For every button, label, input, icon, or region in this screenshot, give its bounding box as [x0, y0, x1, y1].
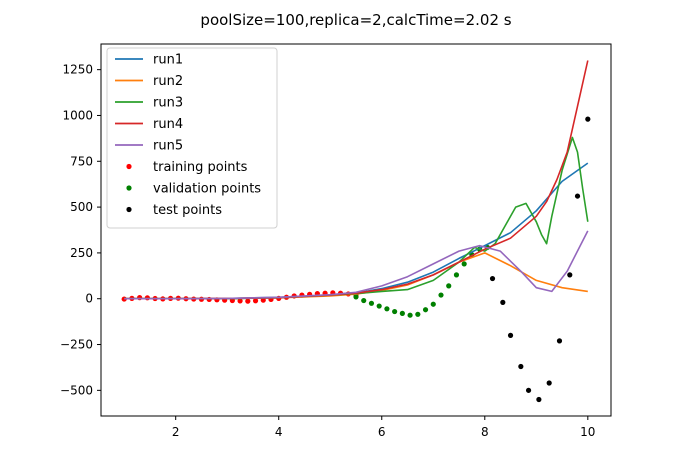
data-point — [446, 283, 452, 289]
legend-entry: run2 — [115, 74, 183, 89]
data-point — [392, 308, 398, 315]
data-point — [361, 297, 367, 304]
axes-frame — [100, 43, 612, 417]
data-point — [407, 312, 413, 318]
data-point — [252, 298, 259, 304]
y-tick-label: −250 — [60, 338, 93, 352]
legend-label: run3 — [153, 96, 183, 111]
legend-box — [106, 47, 278, 229]
axes: 2 4 6 8 10 −500 −250 0 250 500 750 1000 1250 — [60, 43, 612, 439]
y-tick-label: 1250 — [62, 63, 93, 77]
data-point — [461, 261, 467, 267]
legend-entry: run5 — [115, 139, 183, 154]
legend-label: run1 — [153, 53, 183, 68]
data-point — [567, 272, 573, 278]
legend-label: validation points — [153, 182, 261, 197]
data-point — [507, 332, 514, 338]
y-tick-label: 500 — [70, 200, 93, 214]
data-point — [585, 116, 591, 122]
data-point — [245, 298, 251, 304]
y-tick-label: 0 — [85, 292, 93, 306]
data-point — [368, 300, 375, 306]
data-point — [546, 380, 552, 386]
series-line-run5 — [124, 230, 589, 300]
data-point — [556, 338, 563, 344]
data-point — [489, 275, 496, 282]
legend-label: run2 — [153, 74, 183, 89]
data-point — [518, 363, 524, 370]
chart-title: poolSize=100,replica=2,calcTime=2.02 s — [200, 11, 511, 29]
data-point — [376, 303, 382, 309]
legend-swatch — [126, 163, 132, 170]
data-point — [430, 301, 436, 307]
legend-label: test points — [153, 203, 222, 218]
legend-label: run5 — [153, 139, 183, 154]
data-point — [384, 306, 390, 312]
series-validation-points — [353, 244, 490, 318]
data-point — [144, 295, 150, 301]
legend-swatch — [126, 185, 132, 191]
series-test-points — [489, 116, 591, 403]
data-point — [525, 387, 532, 393]
legend-entry: training points — [126, 160, 248, 175]
legend: run1 run2 run3 run4 run5 training points valid… — [106, 47, 278, 229]
data-point — [574, 193, 581, 199]
x-tick-label: 6 — [378, 425, 386, 439]
data-point — [353, 294, 359, 300]
data-point — [536, 396, 542, 403]
data-point — [399, 310, 405, 316]
legend-entry: validation points — [126, 182, 261, 197]
x-tick-label: 8 — [481, 425, 489, 439]
y-tick-label: 1000 — [62, 108, 93, 122]
x-tick-label: 10 — [580, 425, 595, 439]
legend-swatch — [126, 206, 132, 213]
data-point — [453, 272, 460, 278]
legend-entry: run1 — [115, 53, 183, 68]
data-point — [237, 298, 243, 304]
x-tick-label: 2 — [172, 425, 180, 439]
legend-label: training points — [153, 160, 248, 175]
legend-entry: run4 — [115, 117, 183, 132]
legend-entry: run3 — [115, 96, 183, 111]
data-point — [415, 311, 421, 317]
legend-label: run4 — [153, 117, 183, 132]
legend-entry: test points — [126, 203, 222, 218]
data-point — [500, 299, 506, 305]
y-tick-label: 250 — [70, 246, 93, 260]
data-point — [121, 296, 127, 302]
y-tick-label: −500 — [60, 383, 93, 397]
x-tick-label: 4 — [275, 425, 283, 439]
plot-area — [121, 60, 591, 403]
y-tick-label: 750 — [70, 154, 93, 168]
data-point — [422, 307, 429, 313]
data-point — [438, 292, 444, 298]
